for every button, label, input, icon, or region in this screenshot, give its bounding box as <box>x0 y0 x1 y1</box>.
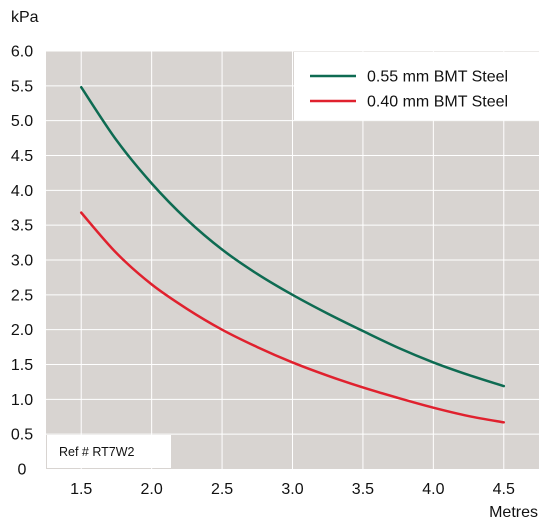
x-tick-label: 2.0 <box>141 481 163 498</box>
y-tick-label: 5.5 <box>11 78 33 95</box>
series-line-1 <box>79 211 506 424</box>
y-tick-label: 0.5 <box>11 427 33 444</box>
series-line-0 <box>79 85 506 388</box>
x-tick-label: 4.5 <box>493 481 515 498</box>
series-lines <box>79 85 506 424</box>
y-tick-label: 4.0 <box>11 183 33 200</box>
legend-label-040: 0.40 mm BMT Steel <box>367 94 508 111</box>
x-tick-label: 2.5 <box>211 481 233 498</box>
x-tick-label: 1.5 <box>70 481 92 498</box>
y-tick-label: 0 <box>18 462 27 479</box>
y-tick-label: 4.5 <box>11 148 33 165</box>
y-tick-label: 2.0 <box>11 322 33 339</box>
legend-box <box>294 52 539 120</box>
y-tick-label: 5.0 <box>11 113 33 130</box>
legend-label-055: 0.55 mm BMT Steel <box>367 69 508 86</box>
x-tick-label: 4.0 <box>422 481 444 498</box>
y-axis-ticks: 0 0.5 1.0 1.5 2.0 2.5 3.0 3.5 4.0 4.5 5.0 5.5 6.0 <box>11 44 33 479</box>
y-tick-label: 1.0 <box>11 392 33 409</box>
grid <box>46 50 539 469</box>
y-tick-label: 2.5 <box>11 287 33 304</box>
reference-label: Ref # RT7W2 <box>59 445 135 459</box>
x-axis-ticks: 1.5 2.0 2.5 3.0 3.5 4.0 4.5 <box>70 481 515 498</box>
x-tick-label: 3.0 <box>281 481 303 498</box>
legend: 0.55 mm BMT Steel 0.40 mm BMT Steel <box>294 52 539 120</box>
reference-box <box>47 435 171 468</box>
y-axis-label: kPa <box>11 9 39 26</box>
x-tick-label: 3.5 <box>352 481 374 498</box>
x-axis-label: Metres <box>489 504 538 520</box>
y-tick-label: 3.5 <box>11 218 33 235</box>
y-tick-label: 1.5 <box>11 357 33 374</box>
y-tick-label: 3.0 <box>11 253 33 270</box>
reference-note: Ref # RT7W2 <box>47 435 171 468</box>
y-tick-label: 6.0 <box>11 44 33 61</box>
